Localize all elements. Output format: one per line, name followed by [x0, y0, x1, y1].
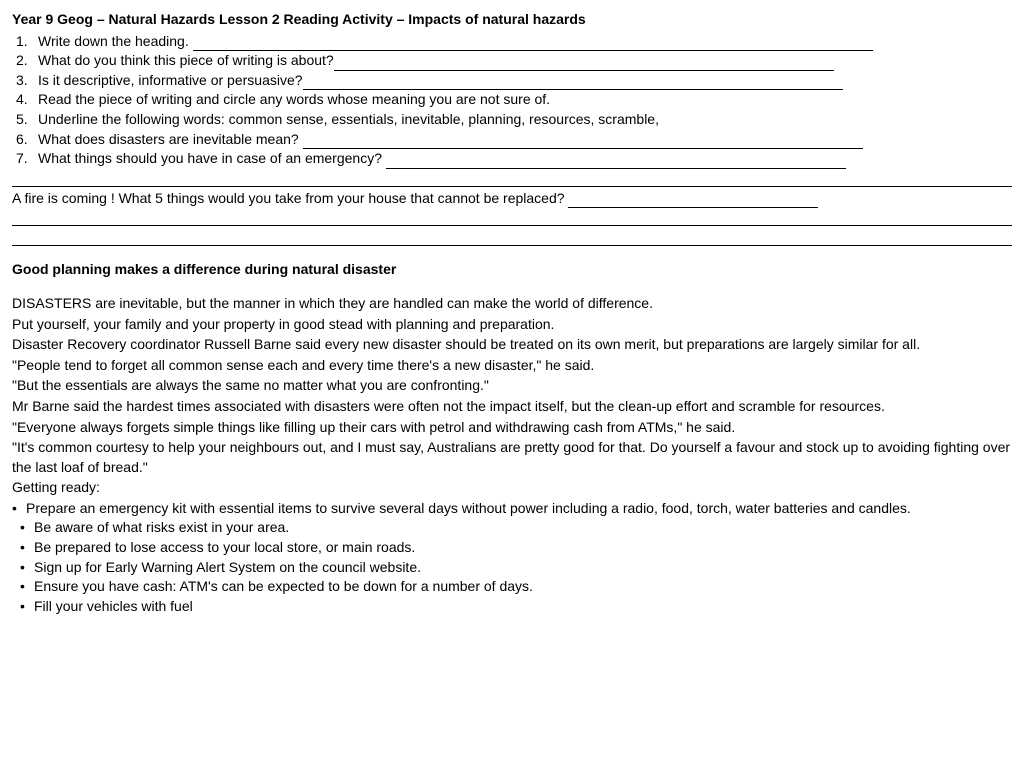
bullet-marker: •	[20, 597, 34, 617]
bullet-item: • Be prepared to lose access to your loc…	[12, 538, 1012, 558]
question-number: 5.	[16, 110, 38, 130]
question-number: 3.	[16, 71, 38, 91]
questions-list: 1. Write down the heading. 2. What do yo…	[16, 32, 1012, 169]
article-paragraph: Put yourself, your family and your prope…	[12, 315, 1012, 335]
question-number: 7.	[16, 149, 38, 169]
answer-blank	[303, 135, 863, 149]
answer-blank-line	[12, 208, 1012, 226]
article-paragraph: DISASTERS are inevitable, but the manner…	[12, 294, 1012, 314]
bullet-marker: •	[20, 538, 34, 558]
article-paragraph: Getting ready:	[12, 478, 1012, 498]
question-5: 5. Underline the following words: common…	[16, 110, 1012, 130]
worksheet-title: Year 9 Geog – Natural Hazards Lesson 2 R…	[12, 10, 1012, 30]
answer-blank-line	[12, 228, 1012, 246]
answer-blank	[193, 37, 873, 51]
article-paragraph: "But the essentials are always the same …	[12, 376, 1012, 396]
bullet-item: • Ensure you have cash: ATM's can be exp…	[12, 577, 1012, 597]
bullet-item: • Prepare an emergency kit with essentia…	[12, 499, 1012, 519]
question-4: 4. Read the piece of writing and circle …	[16, 90, 1012, 110]
answer-blank-line	[12, 169, 1012, 187]
question-prompt: Is it descriptive, informative or persua…	[38, 72, 303, 88]
question-1: 1. Write down the heading.	[16, 32, 1012, 52]
bullet-marker: •	[12, 499, 26, 519]
bullet-marker: •	[20, 518, 34, 538]
bullet-item: • Sign up for Early Warning Alert System…	[12, 558, 1012, 578]
bullet-text: Be prepared to lose access to your local…	[34, 538, 415, 558]
question-6: 6. What does disasters are inevitable me…	[16, 130, 1012, 150]
question-text: What does disasters are inevitable mean?	[38, 130, 1012, 150]
question-prompt: Write down the heading.	[38, 33, 193, 49]
question-prompt: What do you think this piece of writing …	[38, 52, 334, 68]
article-paragraph: Disaster Recovery coordinator Russell Ba…	[12, 335, 1012, 355]
question-2: 2. What do you think this piece of writi…	[16, 51, 1012, 71]
question-number: 2.	[16, 51, 38, 71]
question-text: Underline the following words: common se…	[38, 110, 1012, 130]
bullet-text: Be aware of what risks exist in your are…	[34, 518, 289, 538]
bullet-item: • Be aware of what risks exist in your a…	[12, 518, 1012, 538]
answer-blank	[334, 57, 834, 71]
question-7: 7. What things should you have in case o…	[16, 149, 1012, 169]
article-paragraph: Mr Barne said the hardest times associat…	[12, 397, 1012, 417]
question-text: What do you think this piece of writing …	[38, 51, 1012, 71]
question-prompt: What does disasters are inevitable mean?	[38, 131, 303, 147]
bullet-text: Prepare an emergency kit with essential …	[26, 499, 911, 519]
fire-question: A fire is coming ! What 5 things would y…	[12, 189, 1012, 209]
article: Good planning makes a difference during …	[12, 260, 1012, 616]
question-number: 6.	[16, 130, 38, 150]
bullet-text: Fill your vehicles with fuel	[34, 597, 193, 617]
bullet-marker: •	[20, 558, 34, 578]
answer-blank	[568, 194, 818, 208]
bullet-marker: •	[20, 577, 34, 597]
answer-blank	[303, 76, 843, 90]
article-paragraph: "Everyone always forgets simple things l…	[12, 418, 1012, 438]
article-paragraph: "It's common courtesy to help your neigh…	[12, 438, 1012, 477]
answer-blank	[386, 155, 846, 169]
question-number: 1.	[16, 32, 38, 52]
article-paragraph: "People tend to forget all common sense …	[12, 356, 1012, 376]
question-number: 4.	[16, 90, 38, 110]
bullet-item: • Fill your vehicles with fuel	[12, 597, 1012, 617]
question-text: Read the piece of writing and circle any…	[38, 90, 1012, 110]
question-3: 3. Is it descriptive, informative or per…	[16, 71, 1012, 91]
bullet-text: Ensure you have cash: ATM's can be expec…	[34, 577, 533, 597]
bullet-text: Sign up for Early Warning Alert System o…	[34, 558, 421, 578]
article-title: Good planning makes a difference during …	[12, 260, 1012, 280]
fire-question-text: A fire is coming ! What 5 things would y…	[12, 190, 568, 206]
question-text: Is it descriptive, informative or persua…	[38, 71, 1012, 91]
question-text: Write down the heading.	[38, 32, 1012, 52]
question-text: What things should you have in case of a…	[38, 149, 1012, 169]
question-prompt: What things should you have in case of a…	[38, 150, 386, 166]
